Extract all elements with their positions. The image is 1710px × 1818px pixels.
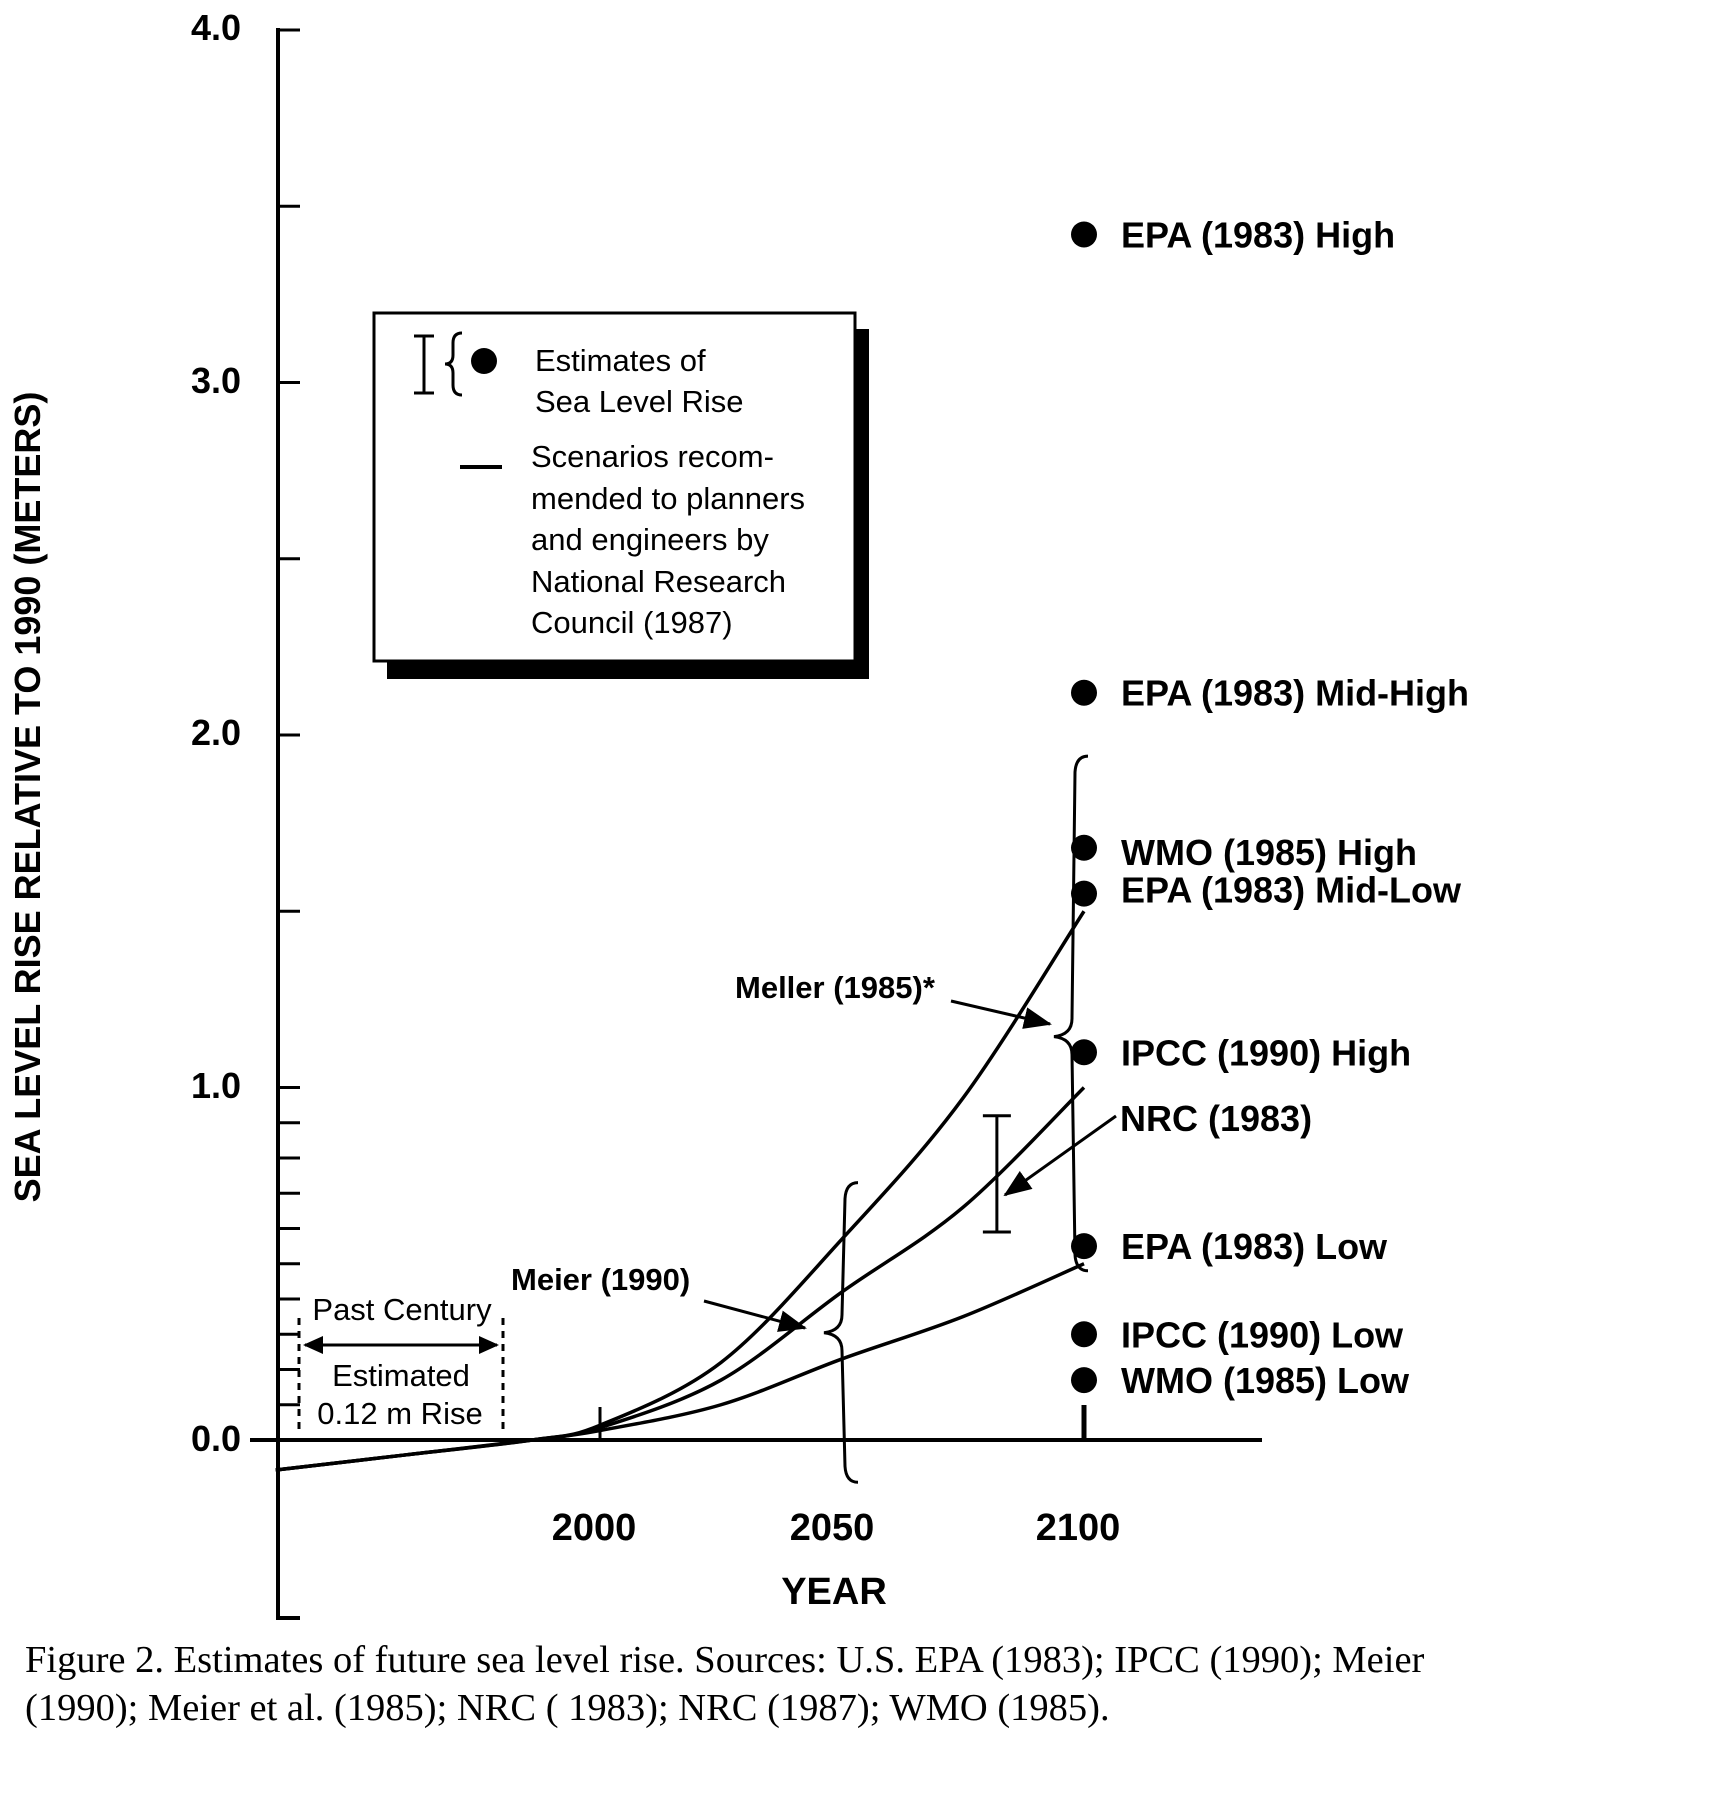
caption-line-2: (1990); Meier et al. (1985); NRC ( 1983)… [25,1687,1110,1729]
y-tick-label: 2.0 [191,712,241,753]
meller-1985-arrow [950,999,1052,1029]
nrc-1983-label: NRC (1983) [1120,1098,1312,1139]
point-estimate-label: EPA (1983) High [1121,214,1395,255]
figure-caption: Figure 2. Estimates of future sea level … [25,1636,1710,1732]
past-century-title: Past Century [312,1292,492,1327]
x-axis-title: YEAR [781,1571,887,1613]
meier-1990-label: Meier (1990) [511,1262,690,1297]
x-tick-label: 2050 [790,1507,875,1549]
legend-estimates-line2: Sea Level Rise [535,384,744,419]
brace-icon [444,331,463,397]
point-estimate-label: EPA (1983) Low [1121,1226,1388,1267]
legend-scenarios-line: and engineers by [531,522,769,557]
legend-scenarios-line: mended to planners [531,481,805,516]
range-braces [823,754,1089,1484]
past-century-line1: Estimated [332,1358,470,1393]
legend-estimates-line1: Estimates of [535,343,706,378]
legend-scenarios-line: Council (1987) [531,605,733,640]
x-tick-label: 2000 [552,1507,637,1549]
point-estimate-label: WMO (1985) High [1121,832,1417,873]
point-estimate-dot [1071,1233,1097,1260]
y-tick-label: 4.0 [191,7,241,48]
nrc-1983-arrow [1003,1114,1117,1197]
y-tick-label: 3.0 [191,360,241,401]
legend: Estimates of Sea Level Rise Scenarios re… [372,311,869,679]
legend-scenarios-line: National Research [531,564,786,599]
point-estimate-dot [1071,221,1097,248]
point-estimate-dot [1071,880,1097,907]
meller-1985-brace [1053,754,1089,1273]
y-ticks [278,28,300,1442]
point-estimate-dot [1071,1039,1097,1066]
past-century-annotation: Past Century Estimated 0.12 m Rise [297,1292,505,1431]
meller-1985-label: Meller (1985)* [735,970,936,1005]
legend-scenarios-line: Scenarios recom- [531,439,774,474]
point-estimate-label: EPA (1983) Mid-High [1121,673,1469,714]
point-estimate-dot [1071,679,1097,706]
x-tick-label: 2100 [1036,1507,1121,1549]
point-estimates: EPA (1983) High EPA (1983) Mid-High WMO (1… [1071,214,1469,1401]
point-estimate-dot [1071,1367,1097,1394]
point-estimate-label: EPA (1983) Mid-Low [1121,870,1462,911]
y-tick-label: 1.0 [191,1065,241,1106]
meier-1990-arrow [703,1299,807,1332]
error-bar-icon [414,334,434,395]
past-century-line2: 0.12 m Rise [317,1396,482,1431]
caption-line-1: Figure 2. Estimates of future sea level … [25,1639,1425,1681]
point-estimate-label: IPCC (1990) High [1121,1032,1411,1073]
meier-1990-brace [823,1181,859,1484]
nrc-1983-error-bar [982,1114,1011,1234]
scenario-curves [275,910,1086,1472]
point-estimate-label: WMO (1985) Low [1121,1360,1410,1401]
point-estimate-label: IPCC (1990) Low [1121,1314,1404,1355]
dot-icon [471,348,497,374]
scenario-curve-2 [275,1262,1085,1472]
y-axis-title: SEA LEVEL RISE RELATIVE TO 1990 (METERS) [7,392,48,1203]
y-tick-label: 0.0 [191,1418,241,1459]
point-estimate-dot [1071,1321,1097,1348]
point-estimate-dot [1071,834,1097,861]
